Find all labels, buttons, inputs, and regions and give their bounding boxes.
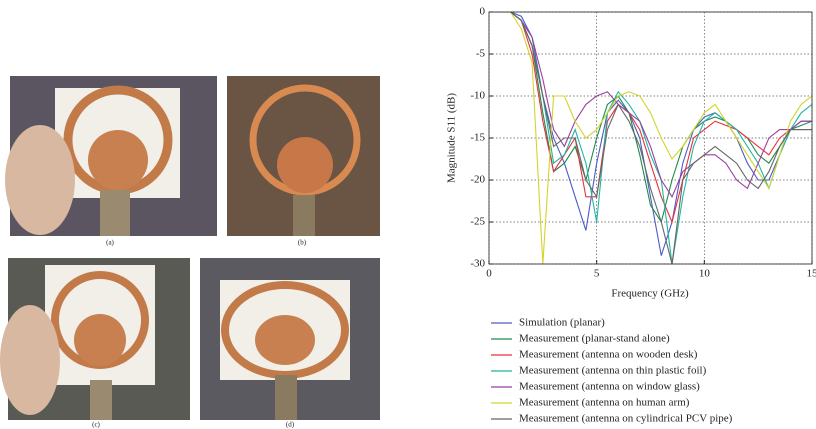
photo-d: [200, 258, 380, 420]
legend-label: Measurement (antenna on wooden desk): [519, 349, 698, 361]
y-tick-label: -10: [470, 90, 485, 102]
y-tick-label: -20: [470, 174, 485, 186]
x-axis-label: Frequency (GHz): [611, 288, 689, 300]
photo-b: [227, 76, 380, 236]
y-tick-label: -5: [476, 48, 486, 60]
photo-c: [0, 258, 190, 420]
legend-label: Measurement (antenna on window glass): [519, 381, 700, 393]
legend-label: Measurement (antenna on cylindrical PCV …: [519, 413, 733, 425]
legend-label: Simulation (planar): [519, 317, 605, 329]
y-tick-label: -30: [470, 258, 485, 270]
x-tick-label: 15: [807, 268, 816, 280]
y-tick-label: -15: [470, 132, 485, 144]
x-tick-label: 10: [699, 268, 711, 280]
y-tick-label: -25: [470, 216, 485, 228]
photo-a: [5, 76, 217, 236]
legend-label: Measurement (planar-stand alone): [519, 333, 670, 345]
y-axis-label: Magnitude S11 (dB): [446, 93, 458, 183]
figure: (a) (b) (c) (d) Frequency (GHz) Magnitud…: [0, 0, 816, 429]
caption: (b): [298, 239, 307, 247]
x-tick-label: 5: [594, 268, 600, 280]
x-tick-label: 0: [486, 268, 492, 280]
legend-label: Measurement (antenna on human arm): [519, 397, 690, 409]
legend-label: Measurement (antenna on thin plastic foi…: [519, 365, 707, 377]
caption: (d): [286, 421, 295, 429]
caption: (a): [106, 239, 114, 247]
caption: (c): [92, 421, 100, 429]
y-tick-label: 0: [480, 6, 486, 18]
